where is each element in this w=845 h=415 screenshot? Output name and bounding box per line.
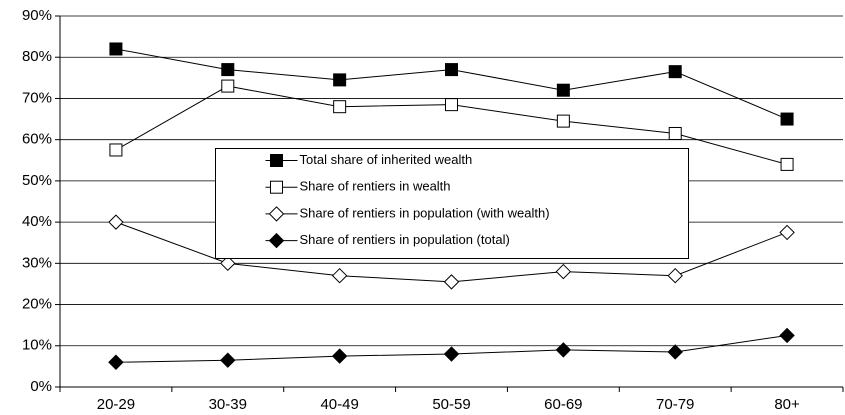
marker	[555, 263, 572, 280]
x-tick-label: 40-49	[320, 396, 358, 413]
legend: Total share of inherited wealth Share of …	[215, 148, 689, 259]
marker	[220, 255, 236, 272]
marker	[779, 224, 795, 241]
y-tick-label: 10%	[22, 337, 52, 354]
marker	[109, 42, 123, 56]
legend-marker	[268, 206, 285, 222]
y-tick-label: 70%	[22, 89, 52, 106]
x-tick-label: 60-69	[544, 396, 582, 413]
marker	[556, 83, 570, 97]
marker	[221, 79, 235, 93]
legend-marker	[270, 154, 283, 167]
marker	[108, 214, 124, 230]
marker	[333, 73, 347, 87]
marker	[780, 157, 794, 171]
marker	[108, 354, 124, 370]
y-tick-label: 60%	[22, 131, 52, 148]
y-tick-label: 90%	[22, 7, 52, 24]
x-tick-label: 50-59	[432, 396, 470, 413]
marker	[779, 327, 795, 344]
x-tick-label: 20-29	[97, 396, 135, 413]
x-tick-label: 30-39	[209, 396, 247, 413]
marker	[109, 143, 123, 157]
marker	[780, 112, 794, 126]
marker	[445, 63, 458, 77]
legend-label: Share of rentiers in wealth	[300, 179, 451, 194]
x-tick-label: 70-79	[656, 396, 694, 413]
legend-label: Share of rentiers in population (total)	[300, 232, 510, 247]
legend-label: Total share of inherited wealth	[300, 152, 473, 167]
legend-marker	[268, 232, 285, 249]
y-tick-label: 40%	[22, 213, 52, 230]
marker	[331, 267, 348, 284]
marker	[220, 352, 236, 368]
marker	[667, 344, 683, 360]
legend-marker	[270, 180, 283, 194]
legend-label: Share of rentiers in population (with we…	[300, 205, 550, 220]
y-tick-label: 80%	[22, 48, 52, 65]
marker	[333, 100, 347, 114]
marker	[668, 65, 682, 79]
marker	[221, 63, 235, 77]
marker	[331, 348, 348, 364]
marker	[667, 267, 683, 284]
y-tick-label: 50%	[22, 172, 52, 189]
marker	[443, 346, 460, 362]
y-tick-label: 30%	[22, 254, 52, 271]
marker	[668, 126, 682, 140]
marker	[556, 114, 570, 128]
y-tick-label: 0%	[30, 378, 52, 395]
marker	[555, 342, 572, 358]
marker	[445, 98, 458, 112]
y-tick-label: 20%	[22, 296, 52, 313]
marker	[443, 274, 460, 290]
x-tick-label: 80+	[774, 396, 800, 413]
